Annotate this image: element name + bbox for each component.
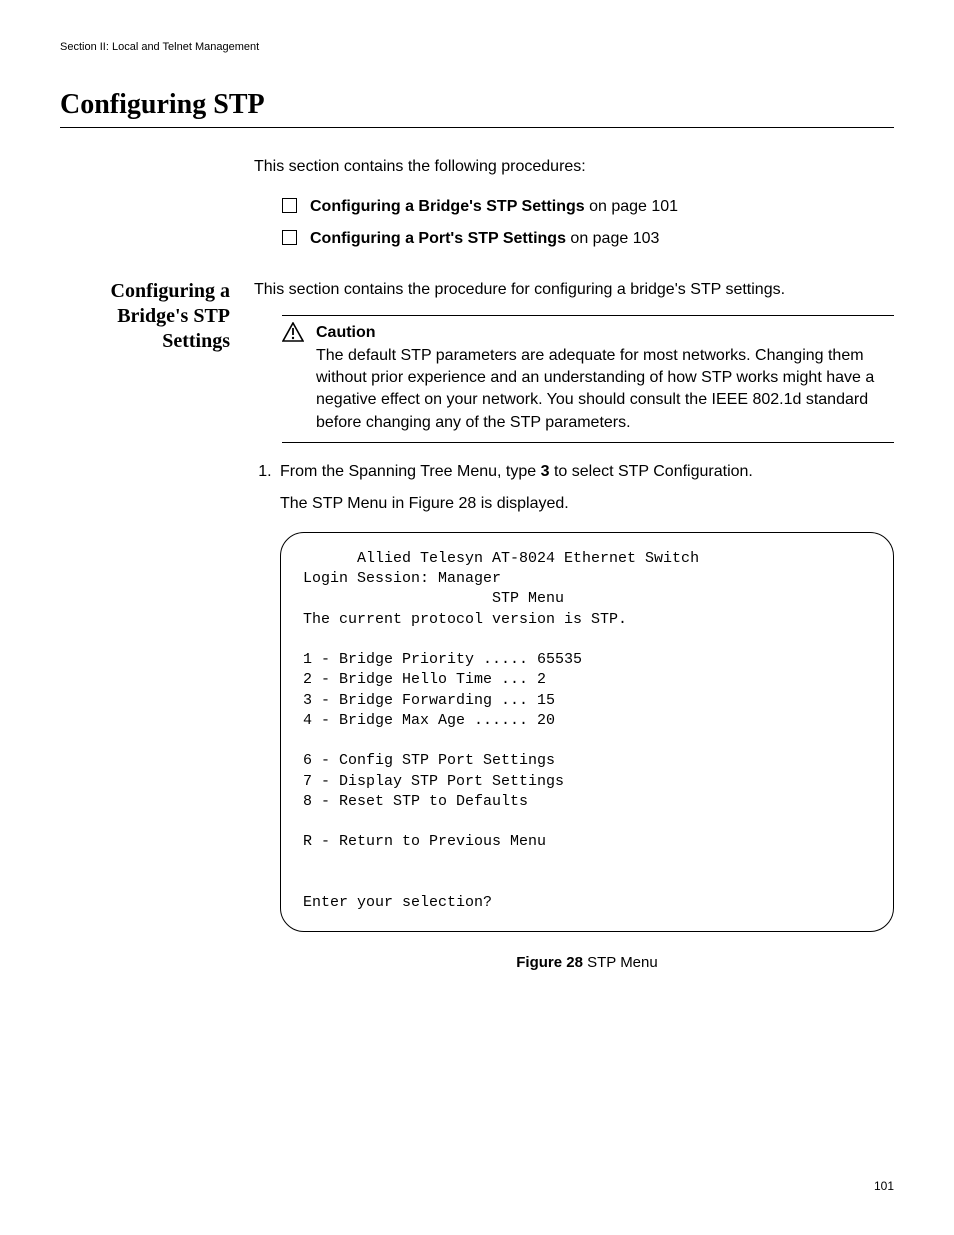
page-number: 101 [874, 1178, 894, 1195]
figure-caption-text: STP Menu [583, 954, 658, 971]
caution-body: The default STP parameters are adequate … [316, 345, 894, 435]
step-item: From the Spanning Tree Menu, type 3 to s… [276, 461, 894, 483]
list-item-bold: Configuring a Port's STP Settings [310, 230, 566, 247]
terminal-line: 4 - Bridge Max Age ...... 20 [303, 712, 555, 729]
figure-label: Figure 28 [516, 954, 583, 971]
terminal-line: Allied Telesyn AT-8024 Ethernet Switch [303, 550, 699, 567]
checkbox-icon [282, 198, 297, 213]
terminal-line: 6 - Config STP Port Settings [303, 752, 555, 769]
section-intro-paragraph: This section contains the procedure for … [254, 279, 894, 301]
list-item-bold: Configuring a Bridge's STP Settings [310, 198, 585, 215]
terminal-line: 3 - Bridge Forwarding ... 15 [303, 692, 555, 709]
procedure-list: Configuring a Bridge's STP Settings on p… [282, 196, 894, 251]
checkbox-icon [282, 230, 297, 245]
terminal-screenshot: Allied Telesyn AT-8024 Ethernet Switch L… [280, 532, 894, 933]
intro-paragraph: This section contains the following proc… [254, 156, 894, 178]
step-text-post: to select STP Configuration. [550, 463, 753, 480]
caution-title: Caution [316, 322, 894, 344]
terminal-line: Login Session: Manager [303, 570, 501, 587]
step-follow-text: The STP Menu in Figure 28 is displayed. [280, 493, 894, 515]
intro-block: This section contains the following proc… [254, 156, 894, 251]
running-header: Section II: Local and Telnet Management [60, 40, 894, 55]
terminal-line: 8 - Reset STP to Defaults [303, 793, 528, 810]
caution-icon [282, 322, 310, 434]
step-text-bold: 3 [541, 463, 550, 480]
figure-caption: Figure 28 STP Menu [280, 952, 894, 973]
terminal-line: R - Return to Previous Menu [303, 833, 546, 850]
terminal-line: 7 - Display STP Port Settings [303, 773, 564, 790]
step-list: From the Spanning Tree Menu, type 3 to s… [254, 461, 894, 483]
section-body: This section contains the procedure for … [254, 279, 894, 974]
list-item: Configuring a Bridge's STP Settings on p… [282, 196, 894, 218]
caution-block: Caution The default STP parameters are a… [282, 315, 894, 443]
terminal-line: Enter your selection? [303, 894, 492, 911]
terminal-line: 2 - Bridge Hello Time ... 2 [303, 671, 546, 688]
terminal-line: STP Menu [303, 590, 564, 607]
section-side-heading: Configuring a Bridge's STP Settings [60, 279, 230, 974]
terminal-line: 1 - Bridge Priority ..... 65535 [303, 651, 582, 668]
list-item-rest: on page 103 [566, 230, 659, 247]
terminal-line: The current protocol version is STP. [303, 611, 627, 628]
page-title: Configuring STP [60, 85, 894, 127]
list-item: Configuring a Port's STP Settings on pag… [282, 228, 894, 250]
step-text-pre: From the Spanning Tree Menu, type [280, 463, 541, 480]
list-item-rest: on page 101 [585, 198, 678, 215]
